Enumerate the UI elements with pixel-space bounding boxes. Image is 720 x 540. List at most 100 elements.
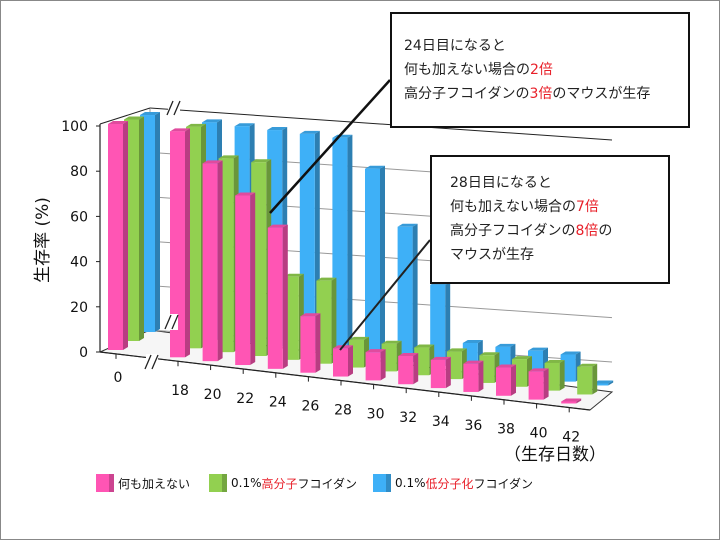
bar-side — [413, 352, 419, 385]
bar-top — [202, 160, 223, 164]
bar-front — [365, 352, 381, 381]
bar-top — [397, 223, 418, 227]
bar-0.1%低分子化フコイダン-28 — [365, 165, 385, 359]
bar-front — [267, 227, 283, 369]
x-tick-label: 18 — [171, 383, 189, 399]
bar-side — [478, 360, 484, 392]
y-tick-label: 20 — [70, 300, 88, 316]
bar-side — [445, 281, 451, 367]
axis-break-gap — [146, 354, 158, 370]
bar-side — [380, 165, 385, 359]
bar-top — [593, 380, 614, 384]
bar-front — [202, 163, 218, 362]
bar-front — [430, 359, 446, 389]
bar-side — [608, 380, 614, 386]
bar-top — [300, 313, 321, 317]
bar-0.1%低分子化フコイダン-30 — [397, 223, 418, 363]
bar-side — [511, 364, 516, 396]
legend-item-high-molecular: 0.1% 高分子 フコイダン — [209, 474, 357, 492]
legend-item-control: 何も加えない — [96, 474, 190, 492]
x-tick-label: 22 — [236, 391, 254, 407]
bar-side — [250, 192, 256, 366]
bar-side — [139, 116, 144, 342]
bar-top — [496, 364, 516, 368]
bar-front — [561, 401, 577, 404]
bar-side — [592, 363, 598, 395]
x-tick-label: 32 — [399, 410, 417, 426]
bar-top — [479, 352, 500, 356]
bar-top — [446, 348, 467, 352]
x-tick-label: 34 — [432, 414, 450, 430]
bar-top — [235, 192, 256, 196]
bar-side — [185, 128, 190, 358]
axis-break-mark — [171, 314, 179, 330]
callout-line: 高分子フコイダンの3倍のマウスが生存 — [404, 86, 651, 102]
x-axis — [99, 351, 591, 411]
x-tick-label: 30 — [367, 406, 385, 422]
callout-day28: 28日目になると 何も加えない場合の7倍 高分子フコイダンの8倍の マウスが生存 — [430, 155, 670, 284]
bar-front — [397, 226, 413, 363]
callout-line: 高分子フコイダンの8倍の — [450, 223, 613, 239]
axis-break-mark — [173, 100, 181, 116]
y-tick-label: 40 — [70, 255, 88, 271]
y-tick-label: 0 — [79, 345, 88, 361]
x-tick-label: 0 — [114, 370, 123, 386]
bar-top — [560, 351, 581, 355]
bar-top — [398, 352, 419, 356]
axis-break-mark — [151, 354, 159, 370]
callout-line: 何も加えない場合の2倍 — [404, 62, 553, 78]
bar-top — [170, 128, 190, 132]
bar-top — [463, 360, 484, 364]
bar-top — [528, 347, 548, 351]
bar-top — [512, 356, 532, 360]
bar-top — [414, 344, 435, 348]
bar-top — [381, 340, 402, 344]
bar-side — [576, 398, 582, 404]
bar-front — [496, 367, 511, 396]
bar-side — [380, 349, 386, 381]
bar-front — [300, 316, 316, 373]
bar-side — [282, 224, 288, 369]
bar-top — [299, 130, 320, 134]
bar-side — [543, 368, 549, 400]
axis-break-gap — [166, 314, 178, 330]
bar-front — [170, 131, 185, 358]
bar-side — [445, 356, 451, 389]
bar-何も加えない-0 — [108, 121, 128, 350]
x-axis-title: （生存日数） — [504, 445, 606, 465]
legend-swatch-blue — [373, 474, 391, 492]
bar-top — [124, 116, 144, 120]
bar-side — [347, 134, 353, 355]
y-tick-label: 60 — [70, 209, 88, 225]
y-axis-title: 生存率 (%) — [33, 197, 53, 283]
y-tick-label: 80 — [70, 164, 88, 180]
bar-top — [462, 339, 483, 343]
bar-top — [365, 349, 386, 353]
bar-top — [267, 224, 288, 228]
x-tick-label: 28 — [334, 402, 352, 418]
bar-top — [218, 155, 239, 159]
bar-front — [463, 363, 479, 392]
callout-line: マウスが生存 — [450, 247, 534, 263]
bar-front — [365, 168, 380, 359]
gridline — [149, 107, 613, 141]
bar-top — [349, 336, 369, 340]
x-tick-label: 26 — [301, 399, 319, 415]
bar-top — [234, 123, 255, 127]
bar-何も加えない-18 — [170, 128, 190, 358]
axis-break-mark — [144, 354, 152, 370]
bar-front — [235, 195, 251, 366]
bar-top — [251, 159, 272, 163]
x-tick-label: 42 — [562, 429, 580, 445]
bar-何も加えない-24 — [267, 224, 288, 369]
axis-break-mark — [166, 100, 174, 116]
bar-何も加えない-40 — [528, 368, 549, 400]
bar-何も加えない-22 — [235, 192, 256, 366]
bar-front — [593, 383, 609, 386]
bar-top — [108, 121, 128, 124]
bar-top — [316, 277, 337, 281]
legend-swatch-pink — [96, 474, 114, 492]
bar-何も加えない-26 — [300, 313, 321, 373]
x-tick-label: 40 — [530, 426, 548, 442]
